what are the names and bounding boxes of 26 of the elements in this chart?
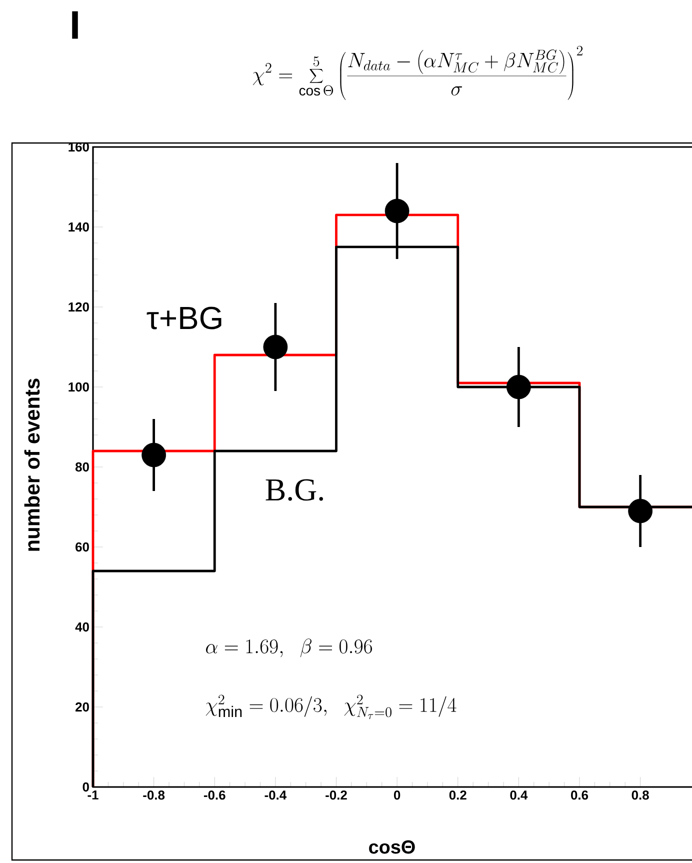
series-label: B.G.	[266, 479, 324, 501]
x-tick-label: -1	[88, 790, 98, 800]
y-tick-label: 120	[68, 302, 89, 312]
y-tick-label: 140	[68, 222, 89, 232]
series-label: τ+BG	[146, 306, 222, 330]
y-axis-title: number of events	[24, 378, 40, 551]
x-tick-label: 0.6	[571, 790, 588, 800]
x-tick-label: 0	[394, 790, 400, 800]
annotation: $\alpha = 1.69,\ \ \beta = 0.96$	[206, 638, 372, 658]
chart-title: $\chi^2 = \sum_{\cos\Theta}^{5}\left(\frac{N_{data} - \left(\alpha N^{\tau}_{MC} + \beta N^{BG}_{MC}\right)}{\sigma}\right)^2$	[252, 46, 583, 100]
y-tick-label: 20	[76, 702, 89, 712]
y-tick-label: 80	[75, 462, 89, 472]
y-tick-label: 0	[82, 782, 89, 792]
y-tick-label: 100	[68, 382, 89, 392]
x-tick-label: -0.4	[264, 790, 287, 800]
x-tick-label: 0.2	[449, 790, 466, 800]
x-tick-label: -0.8	[143, 790, 165, 800]
x-axis-title: cosΘ	[369, 840, 415, 854]
x-tick-label: -0.6	[204, 790, 226, 800]
x-tick-label: 0.8	[632, 790, 649, 800]
x-tick-label: -0.2	[326, 790, 347, 800]
text: I	[72, 11, 78, 39]
annotation: $\chi^2_{\min} = 0.06/3,\ \ \chi^2_{N_\tau=0} = 11/4$	[206, 694, 456, 720]
y-tick-label: 40	[75, 622, 89, 632]
x-tick-label: 0.4	[510, 790, 528, 800]
y-tick-label: 60	[76, 542, 89, 552]
